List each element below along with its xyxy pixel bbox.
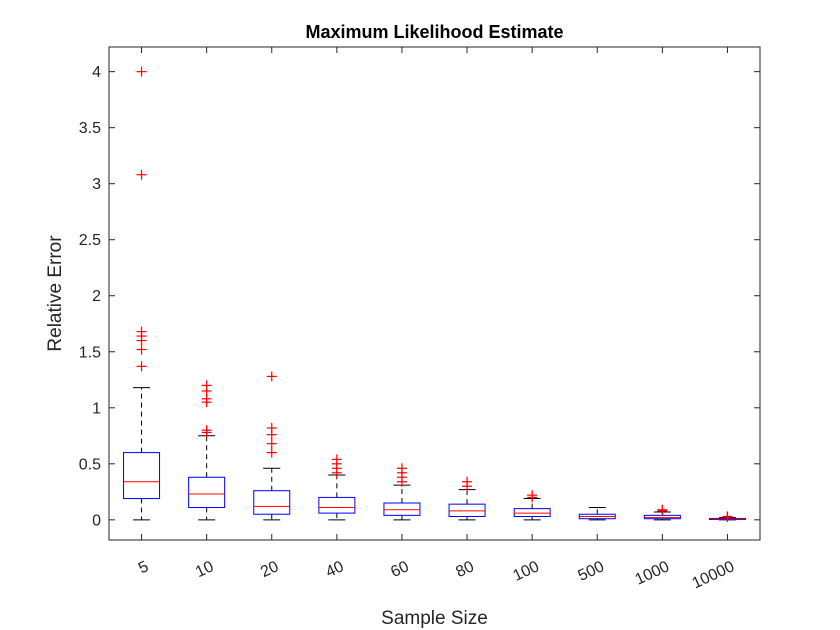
- outlier-marker: [331, 454, 342, 465]
- x-tick-label: 80: [453, 558, 476, 581]
- y-tick-label: 3: [92, 176, 101, 193]
- outlier-marker: [201, 425, 212, 436]
- iqr-box: [513, 508, 551, 517]
- outlier-marker: [396, 463, 407, 474]
- y-tick-label: 0: [92, 512, 101, 529]
- outlier-marker: [136, 326, 147, 337]
- y-axis-ticks: 0 0.5 1 1.5 2 2.5 3 3.5 4: [79, 64, 760, 529]
- x-tick-label: 20: [258, 558, 281, 581]
- outlier-marker: [527, 490, 538, 501]
- box-80: [448, 476, 486, 521]
- x-tick-label: 100: [510, 558, 541, 585]
- iqr-box: [188, 476, 226, 509]
- outlier-marker: [722, 511, 733, 522]
- box-10: [188, 380, 226, 521]
- outlier-marker: [266, 447, 277, 458]
- outlier-marker: [657, 504, 668, 515]
- iqr-box: [123, 452, 161, 500]
- box-60: [383, 463, 421, 521]
- y-axis-label: Relative Error: [45, 235, 66, 352]
- outlier-marker: [462, 476, 473, 487]
- iqr-box: [253, 490, 291, 515]
- box-40: [318, 454, 356, 521]
- y-tick-label: 1.5: [79, 344, 101, 361]
- x-tick-label: 60: [388, 558, 411, 581]
- x-tick-label: 10: [193, 558, 216, 581]
- iqr-box: [383, 502, 421, 516]
- y-tick-label: 2: [92, 288, 101, 305]
- outlier-marker: [136, 169, 147, 180]
- box-10000: [708, 511, 746, 523]
- outlier-marker: [136, 66, 147, 77]
- box-5: [123, 66, 161, 521]
- x-tick-label: 40: [323, 558, 346, 581]
- outlier-marker: [266, 422, 277, 433]
- y-tick-label: 2.5: [79, 232, 101, 249]
- x-tick-label: 10000: [690, 558, 738, 592]
- chart-title: Maximum Likelihood Estimate: [305, 22, 563, 42]
- outlier-marker: [266, 438, 277, 449]
- x-tick-label: 5: [136, 558, 151, 577]
- y-tick-label: 0.5: [79, 456, 101, 473]
- outlier-marker: [201, 380, 212, 391]
- plot-area: [108, 46, 761, 541]
- box-100: [513, 490, 551, 521]
- outlier-marker: [136, 361, 147, 372]
- outlier-marker: [266, 371, 277, 382]
- y-tick-label: 3.5: [79, 120, 101, 137]
- y-tick-label: 4: [92, 64, 101, 81]
- x-tick-label: 500: [576, 558, 607, 585]
- iqr-box: [318, 496, 356, 514]
- x-axis-label: Sample Size: [381, 608, 488, 629]
- box-series: [123, 66, 746, 523]
- iqr-box: [448, 503, 486, 517]
- box-500: [578, 507, 616, 521]
- box-1000: [643, 504, 681, 521]
- y-tick-label: 1: [92, 400, 101, 417]
- box-20: [253, 371, 291, 521]
- outlier-marker: [136, 344, 147, 355]
- x-tick-label: 1000: [633, 558, 673, 588]
